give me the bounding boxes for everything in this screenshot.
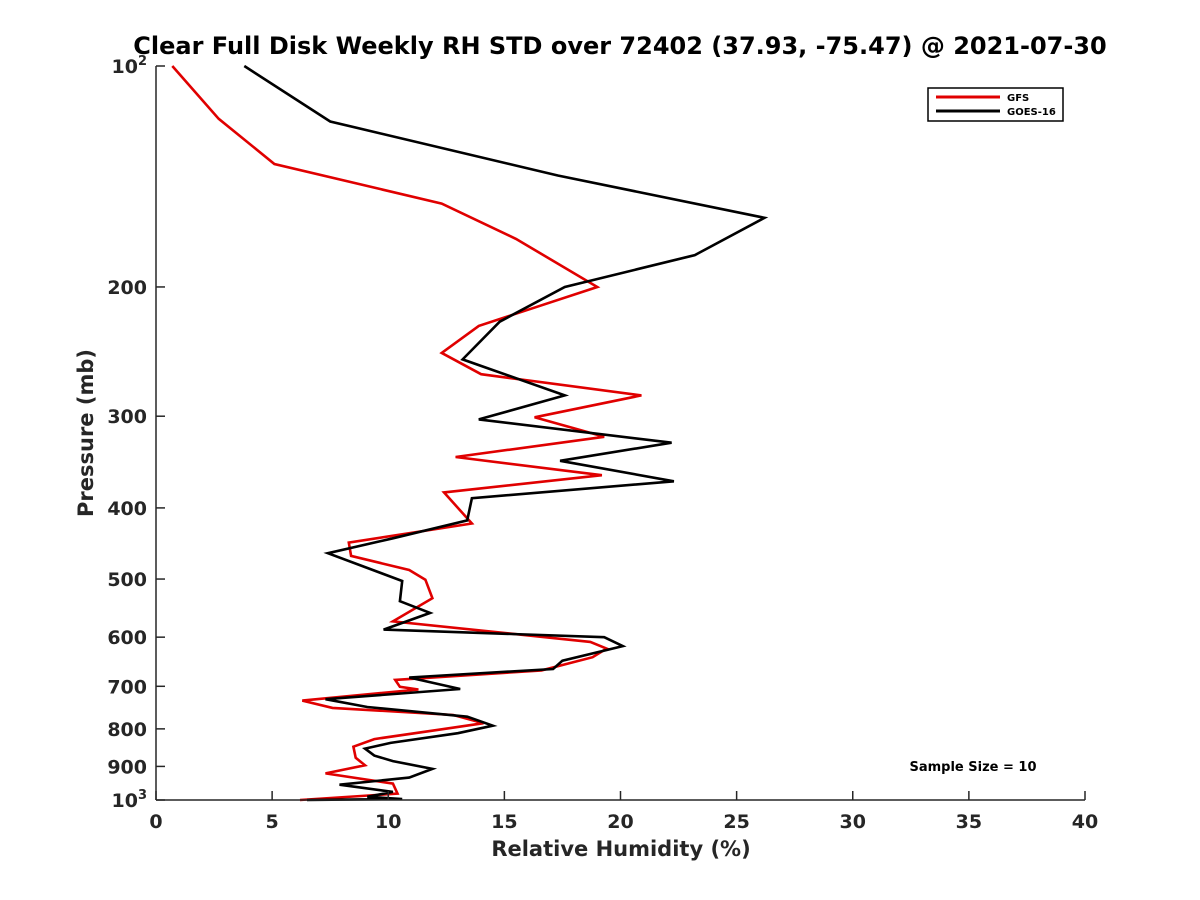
x-tick-label: 10: [375, 811, 401, 833]
y-tick-label: 500: [107, 569, 147, 591]
chart-title: Clear Full Disk Weekly RH STD over 72402…: [133, 32, 1106, 60]
y-tick-label: 103: [112, 788, 148, 812]
y-tick-label: 300: [107, 406, 147, 428]
y-tick-label: 600: [107, 627, 147, 649]
y-tick-label: 700: [107, 676, 147, 698]
series-line-gfs: [171, 65, 642, 802]
x-tick-label: 25: [723, 811, 749, 833]
x-tick-label: 40: [1072, 811, 1098, 833]
x-tick-label: 30: [840, 811, 866, 833]
y-tick-label: 102: [112, 54, 148, 78]
y-tick-label: 400: [107, 498, 147, 520]
x-tick-label: 5: [266, 811, 279, 833]
legend-label-gfs: GFS: [1007, 93, 1029, 104]
legend: GFS GOES-16: [927, 87, 1064, 122]
series-line-goes16: [243, 64, 769, 802]
axes-layer: 0 5 10 15 20 25 30 35 40 102 200 300 400 500 600 700 800…: [107, 54, 1098, 833]
y-tick-label: 900: [107, 756, 147, 778]
legend-label-goes16: GOES-16: [1007, 107, 1056, 118]
x-axis-label: Relative Humidity (%): [491, 837, 750, 861]
x-tick-label: 20: [607, 811, 633, 833]
y-tick-label: 200: [107, 277, 147, 299]
x-tick-label: 15: [491, 811, 517, 833]
series-layer: [171, 64, 769, 802]
y-tick-label: 800: [107, 719, 147, 741]
legend-box: [927, 87, 1064, 122]
x-tick-label: 0: [149, 811, 162, 833]
sample-size-annotation: Sample Size = 10: [909, 760, 1036, 775]
y-axis-label: Pressure (mb): [74, 349, 98, 517]
x-tick-label: 35: [956, 811, 982, 833]
